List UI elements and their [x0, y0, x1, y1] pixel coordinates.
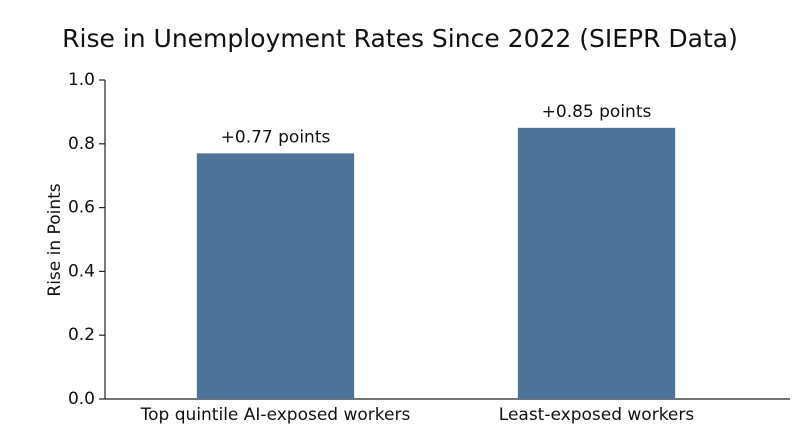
- y-tick-label: 0.6: [68, 198, 95, 218]
- value-label: +0.85 points: [542, 102, 652, 122]
- y-tick-label: 1.0: [68, 70, 95, 90]
- bar: [517, 127, 676, 399]
- bar: [196, 153, 355, 399]
- y-axis-label: Rise in Points: [45, 183, 65, 296]
- y-tick-label: 0.0: [68, 389, 95, 409]
- y-tick-label: 0.8: [68, 134, 95, 154]
- x-tick-label: Least-exposed workers: [499, 405, 695, 425]
- x-tick-label: Top quintile AI-exposed workers: [140, 405, 411, 425]
- y-tick-label: 0.2: [68, 325, 95, 345]
- y-tick-label: 0.4: [68, 261, 95, 281]
- value-label: +0.77 points: [221, 127, 331, 147]
- chart-title: Rise in Unemployment Rates Since 2022 (S…: [62, 24, 738, 53]
